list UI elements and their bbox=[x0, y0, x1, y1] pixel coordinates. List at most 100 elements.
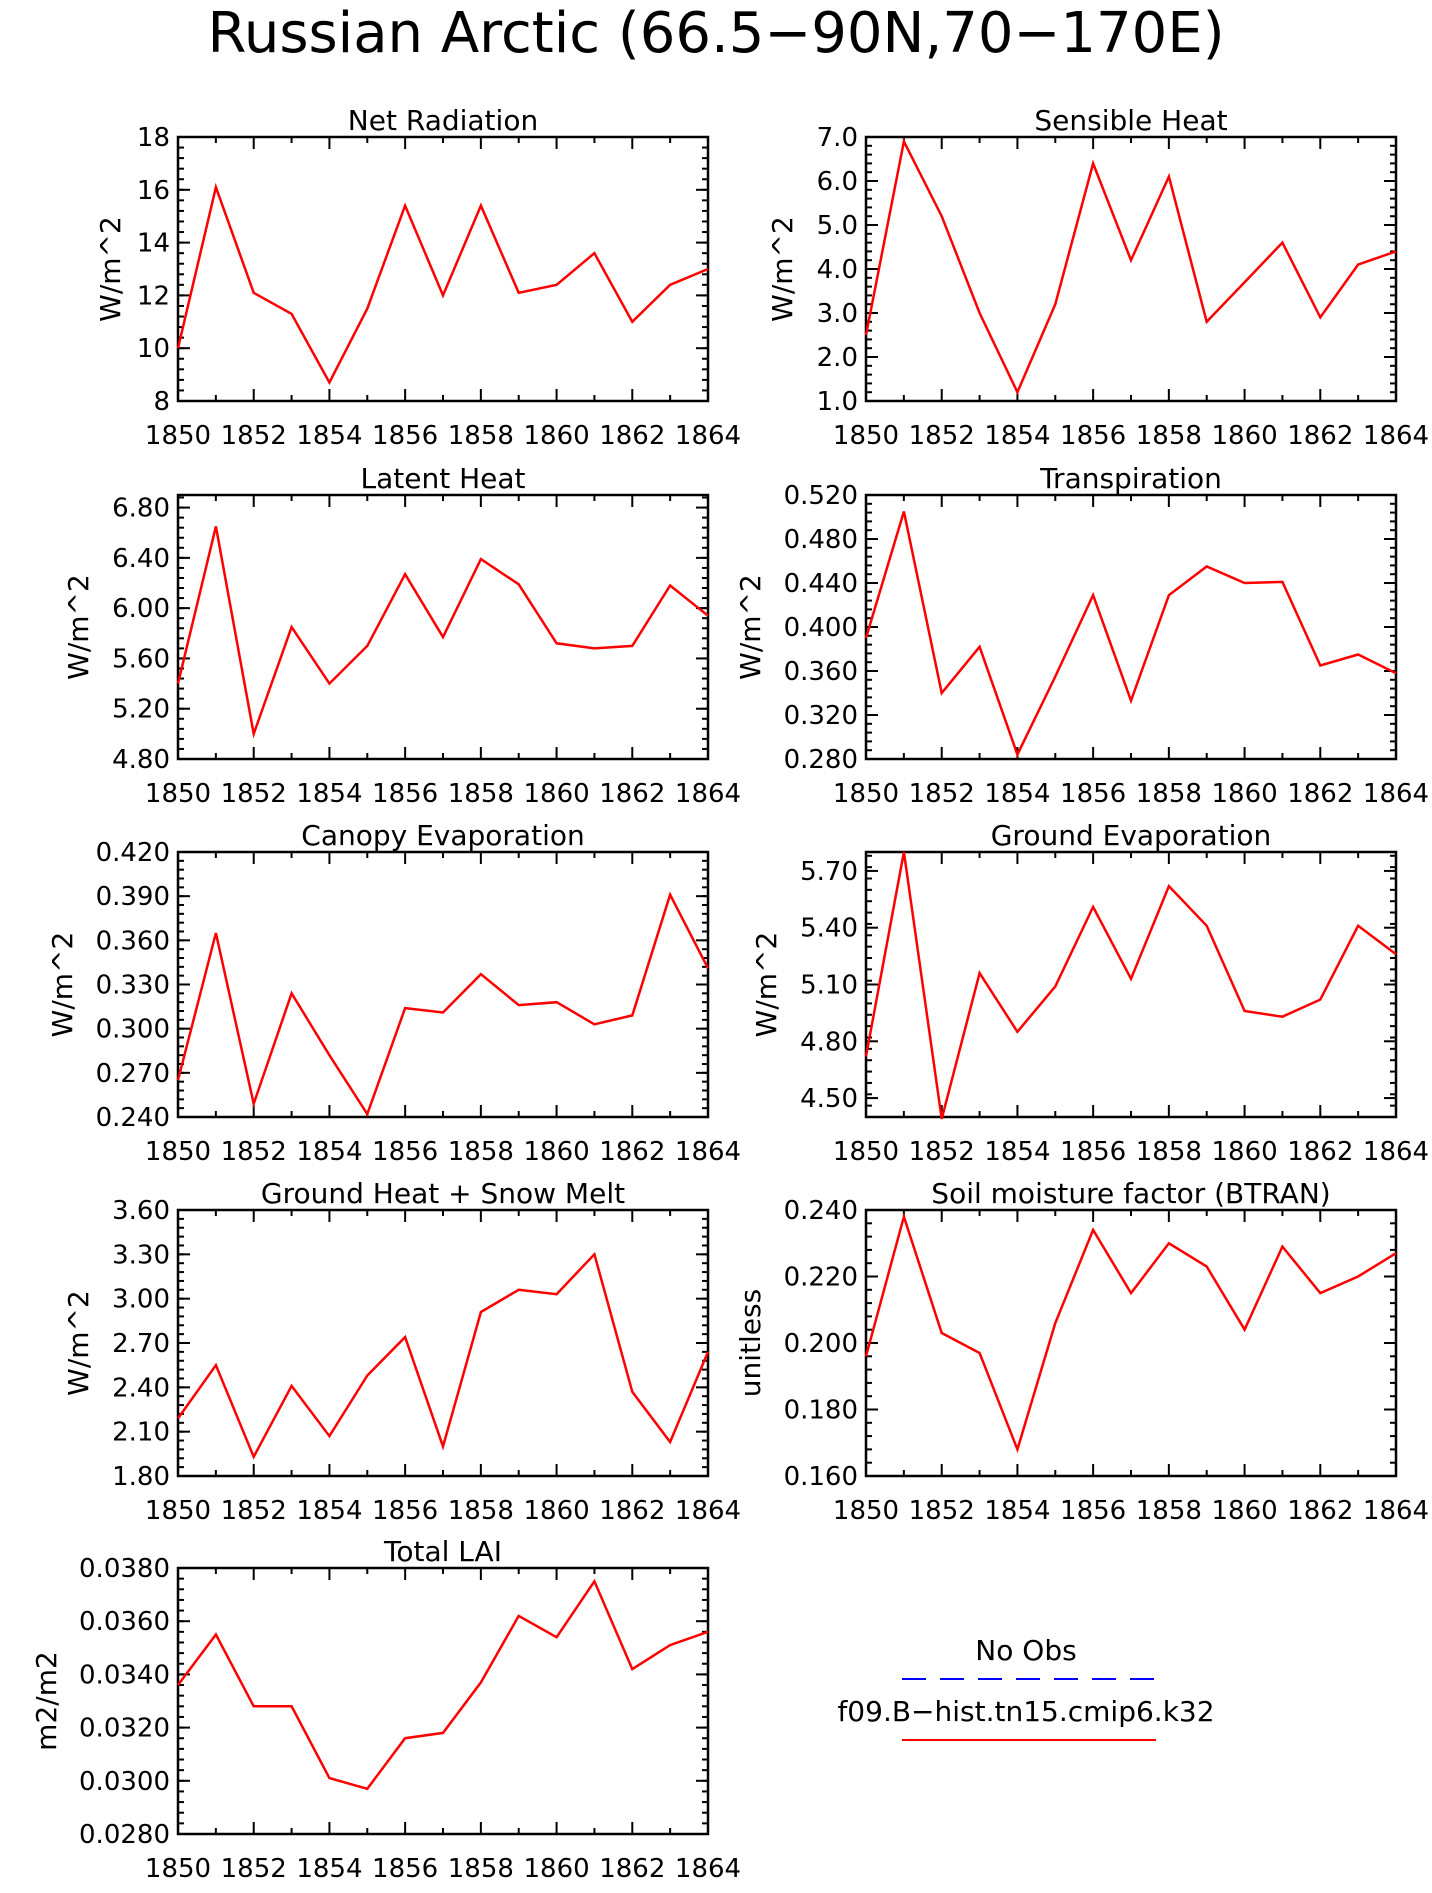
x-tick-label: 1862 bbox=[1287, 779, 1353, 809]
y-tick-label: 0.480 bbox=[784, 525, 858, 555]
y-tick-label: 0.360 bbox=[96, 926, 170, 956]
x-tick-label: 1850 bbox=[145, 1137, 211, 1167]
y-tick-label: 14 bbox=[137, 229, 170, 259]
x-tick-label: 1856 bbox=[1060, 1496, 1126, 1526]
y-tick-label: 5.20 bbox=[112, 695, 170, 725]
plot-frame bbox=[864, 1208, 1398, 1478]
y-axis-label: m2/m2 bbox=[30, 1651, 63, 1751]
y-tick-label: 0.0280 bbox=[79, 1820, 170, 1850]
x-tick-label: 1856 bbox=[1060, 421, 1126, 451]
y-tick-label: 0.420 bbox=[96, 838, 170, 868]
x-tick-label: 1858 bbox=[448, 1496, 514, 1526]
x-tick-label: 1862 bbox=[599, 1854, 665, 1884]
chart-panel-6: 1850 1852 1854 1856 1858 1860 1862 1864 1.80 2.10… bbox=[62, 1177, 741, 1526]
plot-frame bbox=[864, 135, 1398, 403]
panel-title: Latent Heat bbox=[360, 462, 525, 495]
y-tick-label: 0.240 bbox=[784, 1196, 858, 1226]
y-tick-label: 0.180 bbox=[784, 1396, 858, 1426]
x-tick-label: 1860 bbox=[523, 421, 589, 451]
x-tick-label: 1860 bbox=[1211, 421, 1277, 451]
x-tick-label: 1852 bbox=[221, 1496, 287, 1526]
x-tick-label: 1858 bbox=[448, 779, 514, 809]
x-tick-label: 1850 bbox=[145, 779, 211, 809]
chart-panel-0: 1850 1852 1854 1856 1858 1860 1862 1864 8 10 12 14 1… bbox=[94, 104, 741, 451]
y-tick-label: 3.30 bbox=[112, 1240, 170, 1270]
x-tick-label: 1852 bbox=[221, 1854, 287, 1884]
y-tick-label: 16 bbox=[137, 176, 170, 206]
x-tick-label: 1854 bbox=[984, 1137, 1050, 1167]
y-tick-label: 5.70 bbox=[800, 857, 858, 887]
chart-panel-5: 1850 1852 1854 1856 1858 1860 1862 1864 4.50 4.80… bbox=[750, 819, 1429, 1167]
y-tick-label: 7.0 bbox=[817, 123, 858, 153]
y-axis-label: W/m^2 bbox=[46, 932, 79, 1038]
y-tick-label: 0.0340 bbox=[79, 1660, 170, 1690]
x-tick-label: 1850 bbox=[145, 1496, 211, 1526]
legend-obs-label: No Obs bbox=[975, 1634, 1076, 1667]
x-tick-label: 1862 bbox=[599, 779, 665, 809]
x-tick-label: 1852 bbox=[221, 421, 287, 451]
x-tick-label: 1864 bbox=[1363, 779, 1429, 809]
y-tick-label: 4.50 bbox=[800, 1084, 858, 1114]
x-tick-label: 1864 bbox=[675, 1854, 741, 1884]
x-tick-label: 1854 bbox=[984, 779, 1050, 809]
y-tick-label: 4.80 bbox=[112, 745, 170, 775]
chart-panel-2: 1850 1852 1854 1856 1858 1860 1862 1864 4.80 5.20… bbox=[62, 462, 741, 809]
x-tick-label: 1864 bbox=[1363, 1496, 1429, 1526]
series-line-0 bbox=[864, 137, 1397, 396]
y-tick-label: 0.240 bbox=[96, 1103, 170, 1133]
x-tick-label: 1862 bbox=[599, 1496, 665, 1526]
series-line-0 bbox=[864, 511, 1397, 758]
y-tick-label: 0.270 bbox=[96, 1059, 170, 1089]
x-tick-label: 1850 bbox=[145, 1854, 211, 1884]
x-tick-label: 1854 bbox=[296, 421, 362, 451]
x-tick-label: 1858 bbox=[1136, 421, 1202, 451]
x-tick-label: 1860 bbox=[523, 1137, 589, 1167]
y-tick-label: 2.0 bbox=[817, 343, 858, 373]
plot-frame bbox=[176, 1566, 710, 1836]
y-tick-label: 0.0380 bbox=[79, 1554, 170, 1584]
y-tick-label: 6.0 bbox=[817, 167, 858, 197]
x-tick-label: 1862 bbox=[1287, 1496, 1353, 1526]
y-tick-label: 0.160 bbox=[784, 1462, 858, 1492]
x-tick-label: 1854 bbox=[296, 779, 362, 809]
x-tick-label: 1862 bbox=[1287, 1137, 1353, 1167]
figure-title: Russian Arctic (66.5−90N,70−170E) bbox=[207, 1, 1224, 66]
x-tick-label: 1856 bbox=[372, 421, 438, 451]
y-tick-label: 6.00 bbox=[112, 594, 170, 624]
y-axis-label: W/m^2 bbox=[734, 574, 767, 680]
x-tick-label: 1864 bbox=[675, 421, 741, 451]
panel-title: Total LAI bbox=[383, 1535, 502, 1568]
chart-panel-7: 1850 1852 1854 1856 1858 1860 1862 1864 0.160 0.1… bbox=[734, 1177, 1429, 1526]
x-tick-label: 1860 bbox=[523, 1854, 589, 1884]
y-tick-label: 5.60 bbox=[112, 644, 170, 674]
x-tick-label: 1852 bbox=[909, 1496, 975, 1526]
y-tick-label: 5.40 bbox=[800, 914, 858, 944]
plot-frame bbox=[176, 135, 710, 403]
y-tick-label: 0.0320 bbox=[79, 1714, 170, 1744]
x-tick-label: 1852 bbox=[909, 779, 975, 809]
y-tick-label: 6.40 bbox=[112, 544, 170, 574]
plot-frame bbox=[864, 850, 1398, 1119]
legend: No Obs f09.B−hist.tn15.cmip6.k32 bbox=[837, 1634, 1215, 1741]
x-tick-label: 1856 bbox=[372, 779, 438, 809]
y-tick-label: 0.300 bbox=[96, 1015, 170, 1045]
y-tick-label: 0.0300 bbox=[79, 1767, 170, 1797]
y-tick-label: 18 bbox=[137, 123, 170, 153]
y-tick-label: 8 bbox=[153, 387, 170, 417]
y-tick-label: 12 bbox=[137, 281, 170, 311]
legend-model-label: f09.B−hist.tn15.cmip6.k32 bbox=[837, 1695, 1214, 1728]
y-tick-label: 0.280 bbox=[784, 745, 858, 775]
panel-title: Ground Heat + Snow Melt bbox=[261, 1177, 625, 1210]
y-axis-label: W/m^2 bbox=[766, 216, 799, 322]
x-tick-label: 1858 bbox=[1136, 779, 1202, 809]
chart-panel-1: 1850 1852 1854 1856 1858 1860 1862 1864 1.0 2.0 3.… bbox=[766, 104, 1429, 451]
x-tick-label: 1854 bbox=[296, 1137, 362, 1167]
y-tick-label: 0.360 bbox=[784, 657, 858, 687]
x-tick-label: 1860 bbox=[1211, 779, 1277, 809]
x-tick-label: 1858 bbox=[448, 421, 514, 451]
x-tick-label: 1860 bbox=[1211, 1496, 1277, 1526]
panel-title: Ground Evaporation bbox=[991, 819, 1272, 852]
y-axis-label: W/m^2 bbox=[62, 574, 95, 680]
series-line-0 bbox=[864, 851, 1397, 1120]
